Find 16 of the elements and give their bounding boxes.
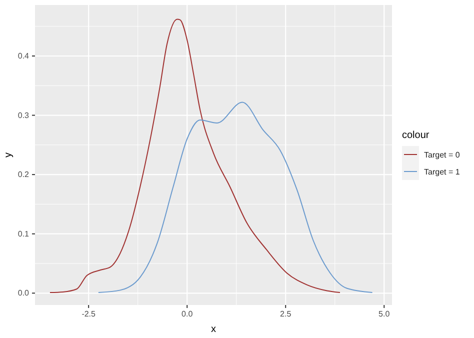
y-tick-label: 0.2 [18, 170, 30, 180]
x-tick-label: 5.0 [378, 310, 390, 319]
line-series [98, 102, 373, 294]
y-tick-label: 0.0 [18, 288, 30, 298]
x-axis-title: x [211, 324, 216, 335]
x-tick-label: 2.5 [280, 310, 292, 319]
legend-label: Target = 0 [424, 150, 460, 160]
y-tick-label: 0.4 [18, 52, 30, 61]
legend-label: Target = 1 [424, 168, 460, 176]
y-tick-label: 0.1 [18, 229, 30, 238]
x-tick-label: 0.0 [182, 310, 194, 319]
y-tick-label: 0.3 [18, 110, 30, 120]
y-axis-title: y [3, 152, 14, 158]
line-series [49, 18, 340, 294]
legend-title: colour [402, 130, 430, 141]
x-tick-label: -2.5 [82, 310, 96, 319]
